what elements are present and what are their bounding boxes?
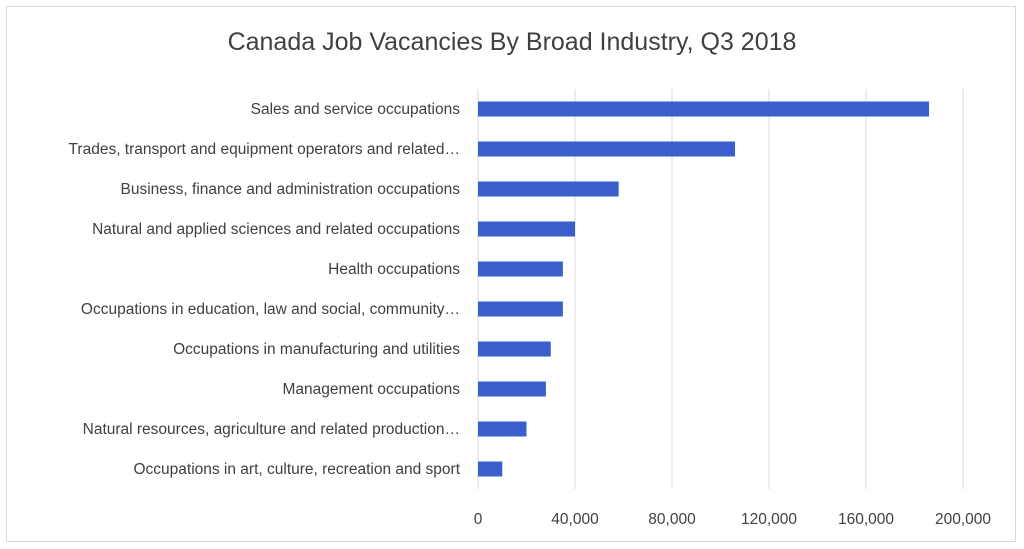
bar	[478, 221, 575, 237]
bar	[478, 301, 563, 317]
category-label: Management occupations	[282, 381, 460, 398]
category-label: Health occupations	[328, 261, 460, 278]
chart-title: Canada Job Vacancies By Broad Industry, …	[227, 28, 797, 56]
x-tick-label: 120,000	[741, 511, 797, 528]
category-label: Business, finance and administration occ…	[121, 181, 461, 198]
x-tick-label: 80,000	[648, 511, 696, 528]
category-label: Sales and service occupations	[251, 101, 461, 118]
category-label: Natural resources, agriculture and relat…	[83, 421, 460, 438]
bar	[478, 101, 930, 117]
x-axis-tick-labels: 0 40,000 80,000 120,000 160,000 200,000	[474, 511, 992, 528]
x-tick-label: 0	[474, 511, 483, 528]
bar	[478, 261, 563, 277]
x-tick-label: 200,000	[935, 511, 991, 528]
category-label: Occupations in art, culture, recreation …	[133, 461, 460, 478]
bar	[478, 181, 619, 197]
category-label: Trades, transport and equipment operator…	[69, 141, 460, 158]
bar	[478, 461, 503, 477]
x-tick-label: 160,000	[838, 511, 894, 528]
category-label: Occupations in education, law and social…	[81, 301, 460, 318]
x-tick-label: 40,000	[551, 511, 599, 528]
category-label: Natural and applied sciences and related…	[92, 221, 460, 238]
category-label: Occupations in manufacturing and utiliti…	[173, 341, 460, 358]
bar	[478, 381, 546, 397]
category-labels: Sales and service occupations Trades, tra…	[69, 101, 461, 478]
bar	[478, 421, 527, 437]
bars	[478, 101, 930, 477]
bar	[478, 341, 551, 357]
bar	[478, 141, 736, 157]
